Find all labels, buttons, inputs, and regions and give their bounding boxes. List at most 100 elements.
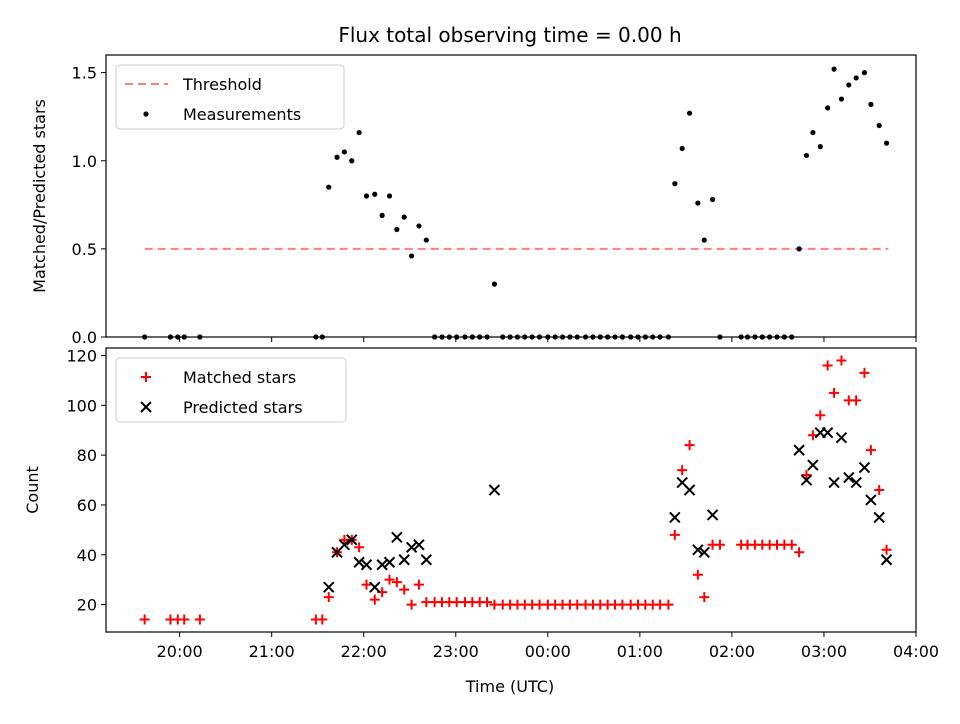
data-point — [679, 145, 685, 152]
data-point — [386, 193, 393, 199]
data-point — [701, 237, 707, 243]
data-point — [858, 461, 871, 474]
data-point — [341, 149, 347, 155]
legend-predicted-swatch — [140, 401, 152, 413]
x-tick-label: 03:00 — [801, 642, 847, 661]
chart-title: Flux total observing time = 0.00 h — [338, 23, 681, 47]
data-point — [420, 554, 433, 566]
data-point — [405, 541, 418, 554]
x-tick-label: 20:00 — [157, 642, 203, 661]
data-point — [369, 594, 380, 605]
data-point — [416, 223, 422, 229]
data-point — [488, 484, 501, 496]
data-point — [413, 539, 425, 551]
data-point — [663, 599, 674, 610]
data-point — [699, 592, 710, 603]
data-point — [709, 196, 716, 203]
legend-box — [115, 64, 345, 130]
data-point — [398, 554, 410, 566]
data-point — [831, 66, 837, 72]
data-point — [354, 542, 365, 553]
data-point — [383, 556, 396, 568]
legend-measurements-swatch — [143, 111, 149, 117]
data-point — [692, 544, 704, 556]
data-point — [684, 440, 695, 451]
data-point — [876, 122, 882, 129]
data-point — [353, 556, 365, 568]
data-point — [372, 191, 378, 197]
data-point — [406, 599, 417, 610]
y-tick-label: 0.5 — [72, 240, 97, 259]
data-point — [881, 544, 892, 555]
data-point — [810, 129, 816, 136]
data-point — [793, 444, 805, 456]
legend-entry: Matched stars — [183, 368, 296, 387]
data-point — [683, 484, 696, 496]
y-tick-label: 20 — [77, 596, 97, 615]
data-point — [853, 75, 859, 81]
data-point — [334, 154, 340, 160]
data-point — [874, 485, 885, 495]
data-point — [491, 281, 498, 287]
data-point — [391, 531, 403, 544]
data-point — [179, 614, 190, 625]
data-point — [829, 387, 840, 398]
data-point — [317, 614, 328, 625]
data-point — [323, 581, 335, 593]
data-point — [379, 212, 385, 218]
x-axis-label: Time (UTC) — [465, 677, 554, 696]
data-point — [361, 579, 372, 590]
legend-entry: Measurements — [183, 105, 301, 124]
top-plot: 0.0 0.5 1.0 1.5 Matched/Predicted stars Thres… — [30, 54, 917, 347]
bottom-plot: 20 40 60 80 100 120 20:00 21:00 22:00 23:00 00:00 0… — [23, 346, 939, 661]
y-axis-label: Count — [23, 466, 42, 514]
data-point — [828, 476, 840, 489]
data-point — [669, 511, 681, 524]
data-point — [807, 459, 819, 471]
data-point — [880, 554, 893, 566]
data-point — [865, 494, 877, 506]
legend: Threshold Measurements — [115, 64, 345, 130]
data-point — [695, 200, 701, 206]
data-point — [807, 430, 818, 441]
data-point — [883, 140, 890, 146]
data-point — [360, 559, 373, 571]
x-tick-label: 04:00 — [893, 642, 939, 661]
data-point — [868, 101, 874, 107]
data-point — [836, 355, 847, 366]
x-tick-label: 21:00 — [249, 642, 295, 661]
data-point — [800, 474, 813, 486]
x-tick-label: 00:00 — [525, 642, 571, 661]
series-predicted-stars — [323, 426, 893, 593]
data-point — [369, 581, 381, 593]
y-tick-label: 100 — [66, 396, 97, 415]
data-point — [686, 110, 693, 116]
data-point — [851, 395, 862, 406]
data-point — [408, 253, 415, 259]
data-point — [873, 511, 885, 524]
data-point — [391, 577, 402, 588]
data-point — [399, 584, 410, 595]
data-point — [323, 592, 334, 603]
data-point — [846, 82, 852, 88]
data-point — [822, 360, 833, 371]
data-point — [859, 367, 870, 378]
data-point — [838, 96, 845, 102]
data-point — [394, 226, 400, 233]
data-point — [796, 246, 802, 252]
x-tick-label: 02:00 — [709, 642, 755, 661]
legend-box — [115, 357, 347, 423]
y-tick-label: 1.5 — [72, 64, 97, 83]
series-measurements — [142, 66, 890, 340]
data-point — [672, 181, 678, 187]
data-point — [356, 129, 362, 136]
data-point — [706, 509, 719, 521]
data-point — [861, 70, 868, 76]
data-point — [786, 539, 797, 550]
y-tick-label: 1.0 — [72, 152, 97, 171]
data-point — [326, 184, 332, 190]
data-point — [376, 559, 388, 571]
data-point — [669, 529, 680, 540]
y-tick-label: 60 — [77, 496, 97, 515]
